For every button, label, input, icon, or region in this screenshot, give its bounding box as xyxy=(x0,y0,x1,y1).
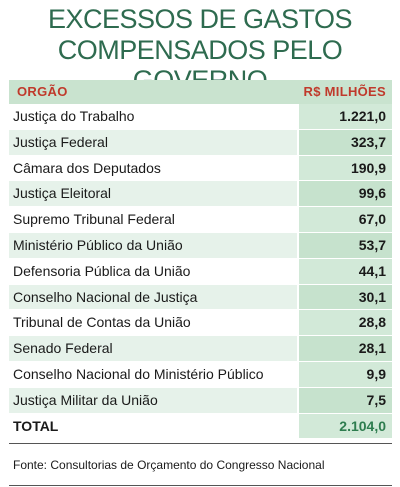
table-header: ORGÃO R$ MILHÕES xyxy=(9,80,392,104)
value-cell: 30,1 xyxy=(297,284,392,310)
table-row: Ministério Público da União 53,7 xyxy=(9,232,392,259)
org-name: Supremo Tribunal Federal xyxy=(13,211,175,228)
spending-table: ORGÃO R$ MILHÕES Justiça do Trabalho 1.22… xyxy=(9,80,392,440)
table-row: Conselho Nacional do Ministério Público 9… xyxy=(9,361,392,388)
divider xyxy=(9,443,392,444)
total-value: 2.104,0 xyxy=(297,413,392,439)
table-row: Supremo Tribunal Federal 67,0 xyxy=(9,207,392,233)
column-header-org: ORGÃO xyxy=(17,84,68,99)
value-cell: 99,6 xyxy=(297,181,392,207)
table-row: Tribunal de Contas da União 28,8 xyxy=(9,310,392,337)
total-label: TOTAL xyxy=(13,417,59,434)
table-row: Justiça do Trabalho 1.221,0 xyxy=(9,104,392,130)
org-name: Justiça Eleitoral xyxy=(9,181,297,207)
chart-title-line-1: EXCESSOS DE GASTOS xyxy=(47,4,353,34)
value-cell: 53,7 xyxy=(297,232,392,258)
org-name: Câmara dos Deputados xyxy=(13,159,161,176)
org-name: Senado Federal xyxy=(9,336,297,361)
table-row: Defensoria Pública da União 44,1 xyxy=(9,258,392,285)
table-body: Justiça do Trabalho 1.221,0 Justiça Federa… xyxy=(9,104,392,440)
org-name: Conselho Nacional de Justiça xyxy=(9,284,297,310)
table-row: Justiça Federal 323,7 xyxy=(9,129,392,156)
value-cell: 7,5 xyxy=(297,387,392,413)
source-note: Fonte: Consultorias de Orçamento do Cong… xyxy=(13,458,325,472)
value-cell: 67,0 xyxy=(297,207,392,232)
org-name: Tribunal de Contas da União xyxy=(13,314,191,331)
table-row: Câmara dos Deputados 190,9 xyxy=(9,155,392,182)
value-cell: 190,9 xyxy=(297,155,392,181)
org-name: Ministério Público da União xyxy=(9,232,297,258)
org-name: Conselho Nacional do Ministério Público xyxy=(13,365,264,382)
table-row: Senado Federal 28,1 xyxy=(9,336,392,362)
table-row: Justiça Militar da União 7,5 xyxy=(9,387,392,414)
value-cell: 28,1 xyxy=(297,336,392,361)
org-name: Justiça do Trabalho xyxy=(13,108,135,124)
org-name: Justiça Federal xyxy=(9,129,297,155)
value-cell: 28,8 xyxy=(297,310,392,336)
value-cell: 44,1 xyxy=(297,258,392,284)
value-cell: 1.221,0 xyxy=(297,104,392,129)
column-header-value: R$ MILHÕES xyxy=(303,84,386,99)
table-row: Justiça Eleitoral 99,6 xyxy=(9,181,392,208)
value-cell: 323,7 xyxy=(297,129,392,155)
value-cell: 9,9 xyxy=(297,361,392,387)
org-name: Justiça Militar da União xyxy=(9,387,297,413)
bottom-divider xyxy=(9,485,392,486)
table-row: Conselho Nacional de Justiça 30,1 xyxy=(9,284,392,311)
total-row: TOTAL 2.104,0 xyxy=(9,413,392,440)
org-name: Defensoria Pública da União xyxy=(13,262,191,279)
